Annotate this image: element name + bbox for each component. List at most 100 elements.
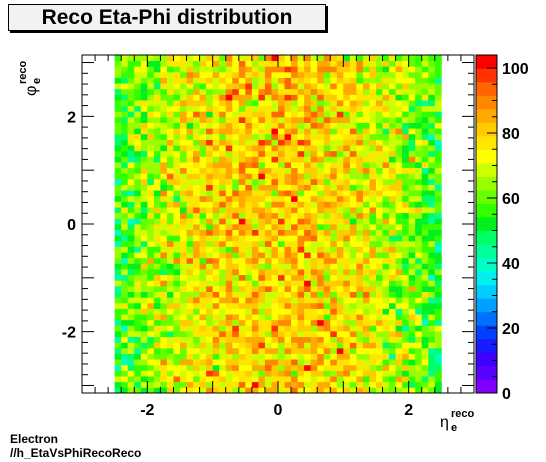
heatmap-cell [389, 100, 396, 107]
heatmap-cell [317, 133, 325, 140]
heatmap-cell [225, 376, 233, 383]
heatmap-cell [225, 77, 233, 84]
heatmap-cell [153, 71, 161, 78]
heatmap-cell [127, 207, 135, 214]
heatmap-cell [186, 190, 194, 197]
heatmap-cell [134, 116, 142, 123]
heatmap-cell [421, 156, 429, 163]
heatmap-cell [160, 105, 168, 112]
heatmap-cell [284, 325, 292, 332]
heatmap-cell [264, 173, 272, 180]
heatmap-cell [127, 325, 135, 332]
heatmap-cell [336, 280, 344, 287]
heatmap-cell [389, 122, 396, 129]
heatmap-cell [310, 325, 318, 332]
heatmap-cell [297, 88, 305, 95]
heatmap-cell [147, 94, 155, 101]
heatmap-cell [140, 71, 148, 78]
heatmap-cell [193, 387, 200, 394]
heatmap-cell [134, 285, 142, 292]
heatmap-cell [330, 314, 338, 321]
heatmap-cell [415, 280, 423, 287]
heatmap-cell [317, 224, 325, 231]
heatmap-cell [369, 167, 377, 174]
heatmap-cell [343, 83, 351, 90]
heatmap-cell [323, 297, 331, 304]
heatmap-cell [317, 336, 325, 343]
heatmap-cell [238, 178, 246, 185]
heatmap-cell [349, 55, 357, 62]
heatmap-cell [173, 77, 181, 84]
heatmap-cell [362, 347, 370, 354]
heatmap-cell [232, 178, 240, 185]
heatmap-cell [382, 347, 390, 354]
heatmap-cell [264, 325, 272, 332]
heatmap-cell [251, 359, 259, 366]
heatmap-cell [369, 212, 377, 219]
heatmap-cell [278, 291, 285, 298]
heatmap-cell [153, 263, 161, 270]
heatmap-cell [127, 269, 135, 276]
heatmap-cell [153, 342, 161, 349]
heatmap-cell [336, 353, 344, 360]
heatmap-cell [434, 167, 442, 174]
heatmap-cell [382, 173, 390, 180]
heatmap-cell [421, 291, 429, 298]
heatmap-cell [428, 212, 436, 219]
heatmap-cell [349, 201, 357, 208]
heatmap-cell [304, 263, 312, 270]
heatmap-cell [206, 66, 214, 73]
heatmap-cell [408, 257, 416, 264]
heatmap-cell [225, 342, 233, 349]
heatmap-cell [284, 195, 292, 202]
heatmap-cell [323, 319, 331, 326]
heatmap-cell [173, 325, 181, 332]
heatmap-cell [160, 77, 168, 84]
heatmap-cell [362, 252, 370, 259]
heatmap-cell [434, 381, 442, 388]
palette-frame [475, 54, 498, 394]
heatmap-cell [317, 325, 325, 332]
heatmap-cell [206, 173, 214, 180]
heatmap-cell [376, 308, 383, 315]
heatmap-cell [166, 364, 174, 371]
heatmap-cell [323, 145, 331, 152]
heatmap-cell [186, 285, 194, 292]
heatmap-cell [271, 71, 279, 78]
heatmap-cell [264, 122, 272, 129]
heatmap-cell [180, 88, 187, 95]
heatmap-cell [434, 302, 442, 309]
heatmap-cell [395, 207, 403, 214]
heatmap-cell [212, 218, 220, 225]
heatmap-cell [349, 94, 357, 101]
heatmap-cell [127, 364, 135, 371]
heatmap-cell [114, 297, 122, 304]
heatmap-cell [369, 263, 377, 270]
heatmap-cell [140, 178, 148, 185]
heatmap-cell [362, 77, 370, 84]
heatmap-cell [284, 252, 292, 259]
heatmap-cell [238, 387, 246, 394]
heatmap-cell [134, 274, 142, 281]
heatmap-cell [271, 246, 279, 253]
heatmap-cell [408, 336, 416, 343]
heatmap-cell [180, 302, 187, 309]
heatmap-cell [271, 145, 279, 152]
heatmap-cell [134, 195, 142, 202]
heatmap-cell [369, 77, 377, 84]
heatmap-cell [408, 88, 416, 95]
heatmap-cell [402, 280, 410, 287]
heatmap-cell [304, 269, 312, 276]
heatmap-cell [323, 364, 331, 371]
heatmap-cell [323, 240, 331, 247]
heatmap-cell [180, 240, 187, 247]
heatmap-cell [291, 218, 298, 225]
heatmap-cell [278, 342, 285, 349]
heatmap-cell [212, 291, 220, 298]
heatmap-cell [382, 364, 390, 371]
heatmap-cell [199, 122, 207, 129]
heatmap-cell [278, 336, 285, 343]
heatmap-cell [271, 190, 279, 197]
heatmap-cell [369, 364, 377, 371]
heatmap-cell [356, 319, 364, 326]
